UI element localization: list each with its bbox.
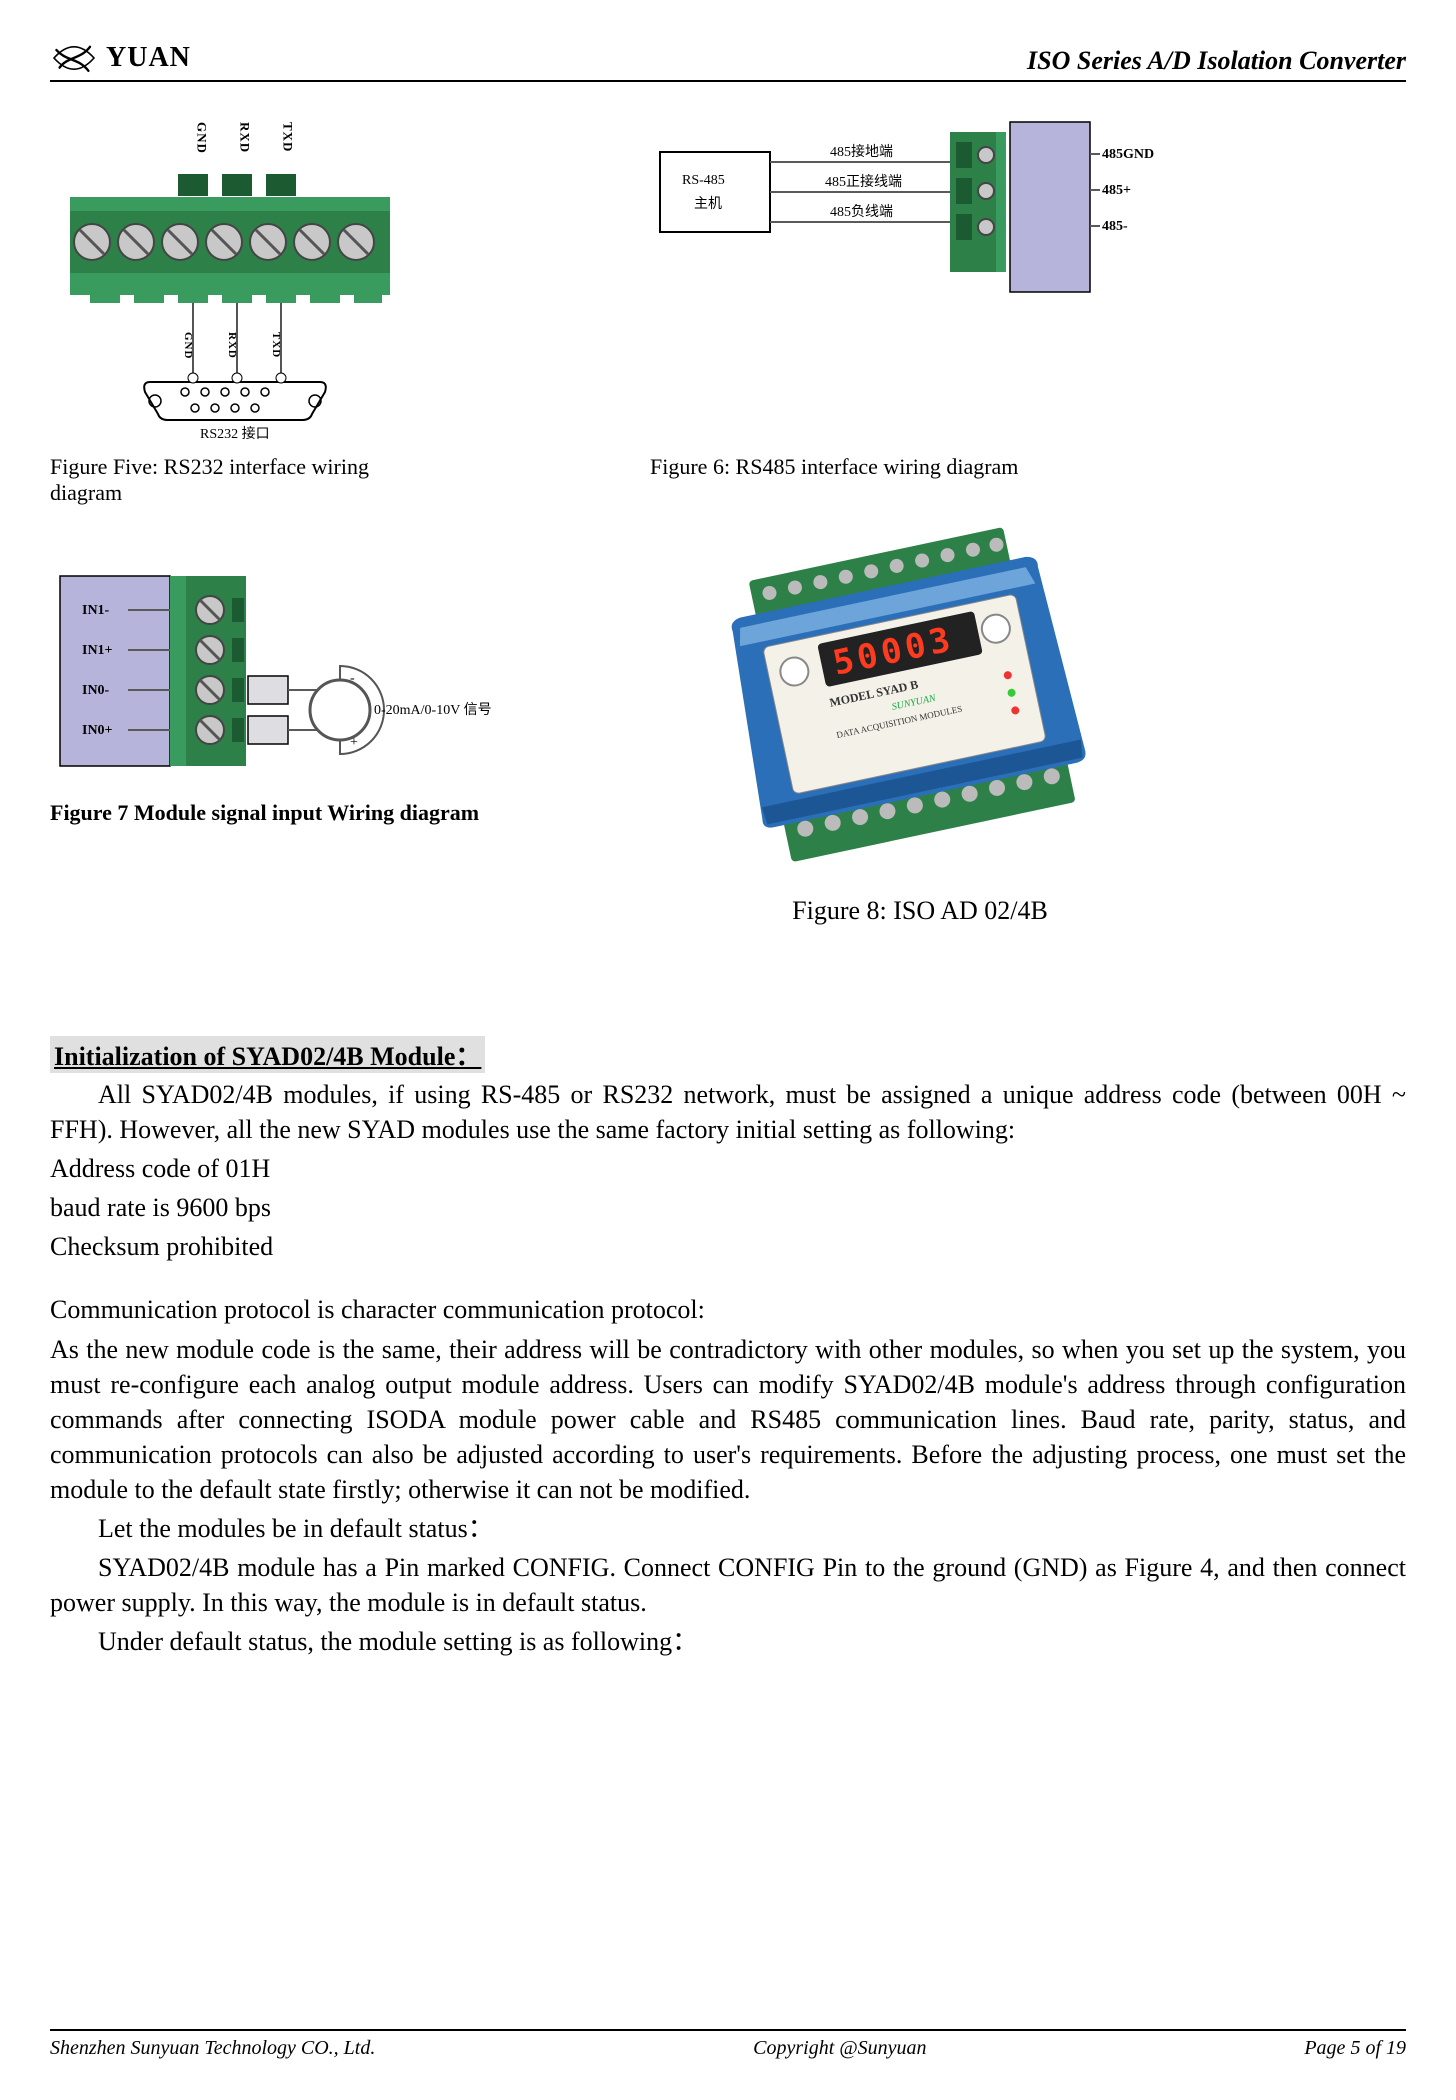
footer-center: Copyright @Sunyuan — [753, 2037, 926, 2060]
para-6: Under default status, the module setting… — [50, 1624, 1406, 1659]
page-header: YUAN ISO Series A/D Isolation Converter — [50, 40, 1406, 82]
fig7-in1m: IN1- — [82, 603, 110, 618]
fig5-db9-gnd: GND — [182, 332, 194, 359]
fig6-w1: 485接地端 — [830, 143, 893, 160]
fig7-in0p: IN0+ — [82, 723, 113, 738]
fig7-in0m: IN0- — [82, 683, 110, 698]
figure-row-2: IN1- IN1+ IN0- IN0+ - + 0-20mA/0-10V — [50, 506, 1406, 926]
fig8-caption: Figure 8: ISO AD 02/4B — [690, 896, 1150, 926]
line-baud: baud rate is 9600 bps — [50, 1190, 1406, 1225]
line-address: Address code of 01H — [50, 1151, 1406, 1186]
page-footer: Shenzhen Sunyuan Technology CO., Ltd. Co… — [50, 2029, 1406, 2060]
fig8-svg: 50003 MODEL SYAD B SUNYUAN DATA ACQUISIT… — [690, 526, 1130, 866]
para-5: SYAD02/4B module has a Pin marked CONFIG… — [50, 1550, 1406, 1620]
fig5-db9-rxd: RXD — [226, 332, 238, 359]
figure-row-1: GND RXD TXD — [50, 112, 1406, 506]
para-2: Communication protocol is character comm… — [50, 1292, 1406, 1327]
fig6-host-l2: 主机 — [694, 196, 722, 212]
fig6-p3: 485- — [1102, 219, 1128, 234]
fig5-db9-caption: RS232 接口 — [200, 425, 270, 442]
fig7-in1p: IN1+ — [82, 643, 113, 658]
section-heading: Initialization of SYAD02/4B Module： — [50, 1036, 485, 1073]
content-block: Initialization of SYAD02/4B Module： All … — [50, 926, 1406, 1659]
brand-text: YUAN — [106, 42, 191, 74]
fig7-svg: IN1- IN1+ IN0- IN0+ - + 0-20mA/0-10V — [50, 566, 530, 786]
fig7-signal: 0-20mA/0-10V 信号 — [374, 702, 492, 718]
brand-block: YUAN — [50, 40, 191, 76]
fig7-plus: + — [350, 735, 358, 750]
brand-logo-icon — [50, 40, 98, 76]
footer-right: Page 5 of 19 — [1304, 2037, 1406, 2060]
fig5-svg: GND RXD TXD — [50, 112, 430, 442]
fig5-label-txd: TXD — [281, 122, 296, 152]
fig6-w3: 485负线端 — [830, 204, 893, 220]
fig5-db9-txd: TXD — [270, 332, 282, 358]
para-3: As the new module code is the same, thei… — [50, 1332, 1406, 1507]
figure-8: 50003 MODEL SYAD B SUNYUAN DATA ACQUISIT… — [690, 526, 1150, 926]
line-checksum: Checksum prohibited — [50, 1229, 1406, 1264]
figure-7: IN1- IN1+ IN0- IN0+ - + 0-20mA/0-10V — [50, 566, 510, 926]
fig6-host-l1: RS-485 — [682, 173, 725, 188]
fig7-minus: - — [350, 671, 355, 686]
fig5-label-gnd: GND — [195, 122, 210, 154]
fig6-p2: 485+ — [1102, 183, 1131, 198]
fig5-caption: Figure Five: RS232 interface wiring diag… — [50, 454, 430, 506]
fig7-caption: Figure 7 Module signal input Wiring diag… — [50, 800, 510, 826]
figure-6: RS-485 主机 485接地端 485正接线端 485负线端 485GND 4… — [650, 112, 1170, 506]
figure-5: GND RXD TXD — [50, 112, 430, 506]
fig5-label-rxd: RXD — [238, 122, 253, 153]
fig6-w2: 485正接线端 — [825, 173, 902, 190]
doc-title: ISO Series A/D Isolation Converter — [1027, 46, 1406, 76]
fig6-caption: Figure 6: RS485 interface wiring diagram — [650, 454, 1170, 480]
fig6-p1: 485GND — [1102, 147, 1154, 162]
para-4: Let the modules be in default status： — [50, 1511, 1406, 1546]
footer-left: Shenzhen Sunyuan Technology CO., Ltd. — [50, 2037, 375, 2060]
para-1: All SYAD02/4B modules, if using RS-485 o… — [50, 1077, 1406, 1147]
fig6-svg: RS-485 主机 485接地端 485正接线端 485负线端 485GND 4… — [650, 112, 1210, 312]
